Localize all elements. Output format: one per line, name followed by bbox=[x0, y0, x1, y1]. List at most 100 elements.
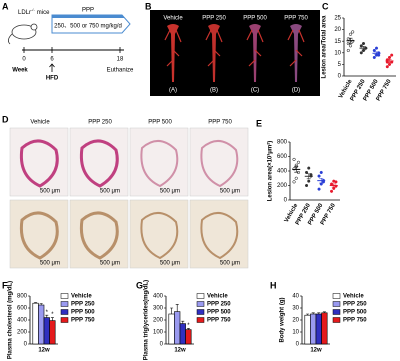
legend-label: PPP 500 bbox=[207, 310, 231, 316]
data-point bbox=[292, 180, 296, 184]
panel-label: C bbox=[322, 1, 329, 11]
data-point bbox=[307, 166, 311, 170]
scale-label: 500 μm bbox=[220, 261, 240, 267]
aorta-letter: (B) bbox=[210, 88, 218, 94]
section-group: Vehicle bbox=[30, 120, 50, 126]
legend-swatch bbox=[332, 317, 341, 323]
week-number: 6 bbox=[50, 57, 54, 63]
legend-label: PPP 500 bbox=[71, 310, 95, 316]
section-group: PPP 750 bbox=[208, 120, 232, 126]
aorta-letter: (D) bbox=[292, 88, 300, 94]
section-tissue bbox=[140, 140, 179, 188]
y-tick-label: 15 bbox=[334, 39, 341, 45]
legend-label: Vehicle bbox=[71, 294, 92, 300]
y-tick-label: 0 bbox=[338, 74, 342, 80]
error-bar bbox=[50, 317, 54, 321]
data-point bbox=[317, 174, 321, 178]
legend-label: PPP 750 bbox=[71, 318, 95, 324]
scale-label: 500 μm bbox=[160, 261, 180, 267]
data-point bbox=[359, 44, 363, 48]
data-point bbox=[294, 176, 298, 180]
aorta-group: PPP 250 bbox=[202, 16, 226, 22]
aorta bbox=[167, 24, 179, 82]
aorta-branch bbox=[287, 29, 305, 67]
section-tissue bbox=[19, 211, 59, 260]
panel-label: F bbox=[2, 280, 8, 290]
bar bbox=[321, 312, 328, 345]
bar bbox=[310, 313, 317, 345]
x-tick-label: 12w bbox=[310, 348, 322, 354]
panel-label: H bbox=[270, 280, 277, 290]
section-group: PPP 250 bbox=[88, 120, 112, 126]
y-tick-label: 0 bbox=[284, 198, 288, 204]
section-group: PPP 500 bbox=[148, 120, 172, 126]
panel-label: D bbox=[2, 114, 9, 124]
data-point bbox=[374, 46, 379, 50]
legend-label: PPP 250 bbox=[207, 302, 231, 308]
bar bbox=[315, 313, 322, 345]
y-tick-label: 600 bbox=[277, 154, 288, 160]
aorta-branch bbox=[205, 29, 223, 67]
aorta bbox=[290, 24, 302, 82]
bar bbox=[185, 329, 192, 345]
data-point bbox=[372, 48, 376, 53]
error-bar bbox=[181, 320, 185, 324]
y-tick-label: 800 bbox=[17, 294, 28, 300]
significance: * bbox=[46, 310, 49, 316]
legend-swatch bbox=[332, 293, 341, 299]
data-point bbox=[292, 157, 296, 161]
y-tick-label: 200 bbox=[17, 330, 28, 336]
y-tick-label: 400 bbox=[153, 294, 164, 300]
error-bar bbox=[374, 51, 379, 55]
y-tick-label: 300 bbox=[153, 306, 164, 312]
aorta-letter: (A) bbox=[169, 88, 177, 94]
error-bar bbox=[319, 177, 324, 184]
aorta bbox=[249, 24, 261, 82]
legend-swatch bbox=[332, 301, 341, 307]
data-point bbox=[330, 189, 334, 193]
error-bar bbox=[317, 312, 321, 314]
legend-label: PPP 750 bbox=[343, 318, 367, 324]
data-point bbox=[348, 44, 353, 48]
error-bar bbox=[322, 311, 326, 313]
aorta-letter: (C) bbox=[251, 88, 259, 94]
error-bar bbox=[45, 314, 49, 318]
scale-label: 500 μm bbox=[40, 189, 60, 195]
dose-label: 250、500 or 750 mg/kg/d bbox=[54, 24, 122, 30]
data-point bbox=[377, 53, 381, 57]
y-tick-label: 200 bbox=[277, 183, 288, 189]
panel-label: A bbox=[2, 1, 9, 11]
legend-label: PPP 250 bbox=[71, 302, 95, 308]
error-bar bbox=[306, 173, 311, 180]
legend-swatch bbox=[196, 293, 205, 299]
bar bbox=[174, 311, 181, 345]
data-point bbox=[390, 53, 394, 57]
aorta-branch bbox=[164, 29, 182, 67]
y-tick-label: 20 bbox=[292, 318, 299, 324]
legend-label: PPP 250 bbox=[343, 302, 367, 308]
legend-label: PPP 750 bbox=[207, 318, 231, 324]
scale-label: 500 μm bbox=[220, 189, 240, 195]
scale-label: 500 μm bbox=[100, 189, 120, 195]
aorta-group: Vehicle bbox=[163, 16, 183, 22]
mouse-tail bbox=[8, 33, 13, 45]
significance: * bbox=[51, 312, 54, 318]
data-point bbox=[387, 55, 392, 59]
error-bar bbox=[175, 304, 179, 312]
section-panel: Vehicle PPP 250 PPP 500 PPP 750 500 μm 50… bbox=[9, 120, 249, 269]
diet-label: HFD bbox=[46, 76, 59, 82]
y-tick-label: 100 bbox=[153, 330, 164, 336]
data-point bbox=[346, 48, 350, 53]
treatment-label: PPP bbox=[82, 8, 94, 14]
aorta bbox=[208, 24, 220, 82]
mouse-icon bbox=[30, 23, 38, 31]
legend-label: Vehicle bbox=[207, 294, 228, 300]
y-tick-label: 0 bbox=[24, 342, 28, 348]
bar bbox=[304, 314, 311, 345]
legend-label: Vehicle bbox=[343, 294, 364, 300]
treatment-bar bbox=[52, 15, 125, 18]
panel-label: E bbox=[256, 118, 262, 128]
section-tissue bbox=[79, 139, 119, 188]
data-point bbox=[307, 179, 311, 183]
legend-swatch bbox=[60, 301, 69, 307]
